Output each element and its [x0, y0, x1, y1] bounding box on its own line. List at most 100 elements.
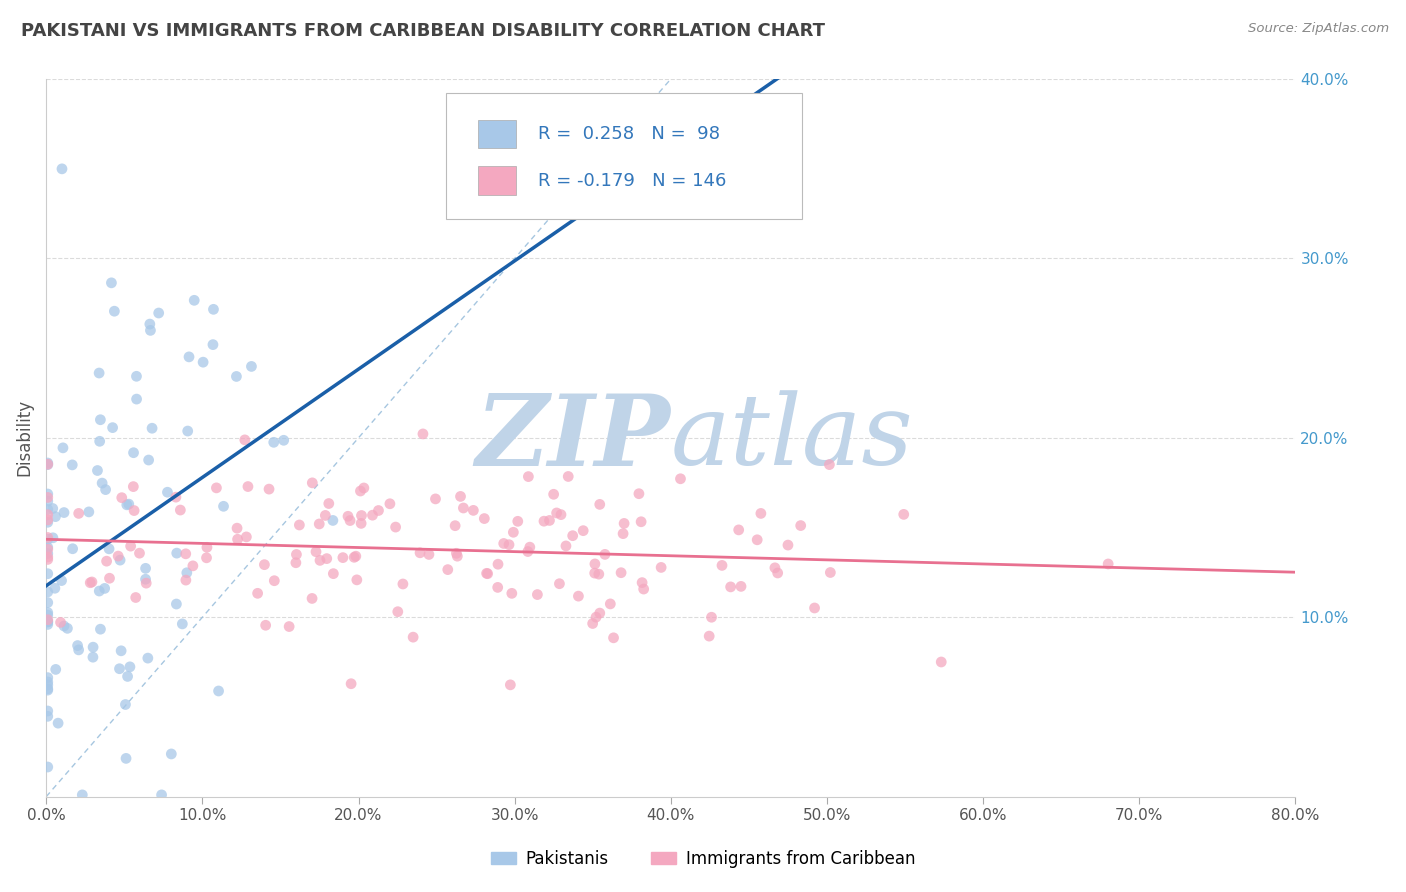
- Point: [301, 591, 323, 606]
- Point: [548, 576, 571, 591]
- Point: [305, 545, 328, 559]
- Point: [37, 709, 59, 723]
- Point: [37, 552, 59, 566]
- Point: [472, 511, 495, 525]
- Text: R = -0.179   N = 146: R = -0.179 N = 146: [538, 171, 727, 190]
- Point: [776, 538, 799, 552]
- FancyBboxPatch shape: [478, 120, 516, 148]
- Point: [240, 359, 263, 374]
- Text: Source: ZipAtlas.com: Source: ZipAtlas.com: [1249, 22, 1389, 36]
- Point: [125, 369, 148, 384]
- Point: [181, 558, 204, 573]
- Point: [176, 566, 198, 580]
- Point: [114, 698, 136, 712]
- Point: [453, 500, 475, 515]
- Point: [284, 556, 307, 570]
- Point: [301, 475, 323, 490]
- Point: [195, 550, 218, 565]
- Point: [37, 606, 59, 620]
- Point: [139, 323, 162, 337]
- Point: [177, 424, 200, 438]
- Point: [498, 538, 520, 552]
- Point: [37, 617, 59, 632]
- Point: [546, 506, 568, 520]
- Point: [37, 494, 59, 508]
- Point: [37, 508, 59, 522]
- Legend: Pakistanis, Immigrants from Caribbean: Pakistanis, Immigrants from Caribbean: [484, 844, 922, 875]
- Point: [53, 506, 76, 520]
- Point: [387, 605, 409, 619]
- Point: [80, 574, 103, 589]
- Point: [516, 544, 538, 558]
- Point: [42, 531, 65, 545]
- Point: [191, 355, 214, 369]
- Point: [67, 507, 90, 521]
- Point: [669, 472, 692, 486]
- Point: [349, 483, 371, 498]
- Point: [82, 650, 104, 665]
- Point: [225, 369, 247, 384]
- Point: [150, 788, 173, 802]
- FancyBboxPatch shape: [478, 166, 516, 195]
- Point: [627, 486, 650, 500]
- Point: [350, 508, 373, 523]
- Point: [37, 671, 59, 685]
- Point: [115, 498, 138, 512]
- Point: [446, 549, 468, 564]
- Point: [37, 531, 59, 545]
- Point: [340, 677, 363, 691]
- Text: ZIP: ZIP: [475, 390, 671, 486]
- Point: [89, 434, 111, 449]
- Point: [538, 513, 561, 527]
- Point: [486, 581, 509, 595]
- Point: [315, 551, 337, 566]
- Point: [156, 485, 179, 500]
- Point: [122, 503, 145, 517]
- Point: [612, 526, 634, 541]
- Point: [599, 597, 621, 611]
- Point: [1097, 557, 1119, 571]
- Point: [94, 483, 117, 497]
- Point: [60, 458, 83, 472]
- Point: [67, 643, 90, 657]
- Point: [79, 575, 101, 590]
- Point: [135, 576, 157, 591]
- Point: [501, 586, 523, 600]
- Point: [135, 561, 157, 575]
- Point: [789, 518, 811, 533]
- Point: [141, 421, 163, 435]
- Point: [593, 548, 616, 562]
- Point: [803, 601, 825, 615]
- Point: [561, 529, 583, 543]
- Point: [136, 651, 159, 665]
- Point: [418, 548, 440, 562]
- Text: atlas: atlas: [671, 390, 914, 485]
- Point: [89, 413, 111, 427]
- Point: [139, 317, 162, 331]
- Point: [44, 581, 66, 595]
- Point: [711, 558, 734, 573]
- Point: [818, 458, 841, 472]
- Point: [346, 573, 368, 587]
- Point: [583, 566, 606, 581]
- Point: [309, 553, 332, 567]
- Point: [122, 446, 145, 460]
- Point: [45, 662, 67, 676]
- Point: [98, 571, 121, 585]
- Point: [263, 574, 285, 588]
- Point: [314, 508, 336, 523]
- Point: [343, 550, 366, 565]
- Point: [820, 566, 842, 580]
- Point: [37, 457, 59, 471]
- Point: [285, 548, 308, 562]
- Point: [96, 554, 118, 568]
- Point: [322, 566, 344, 581]
- Y-axis label: Disability: Disability: [15, 400, 32, 476]
- Point: [526, 588, 548, 602]
- Point: [402, 630, 425, 644]
- Point: [392, 577, 415, 591]
- Point: [378, 497, 401, 511]
- Point: [51, 161, 73, 176]
- Point: [236, 479, 259, 493]
- Point: [533, 514, 555, 528]
